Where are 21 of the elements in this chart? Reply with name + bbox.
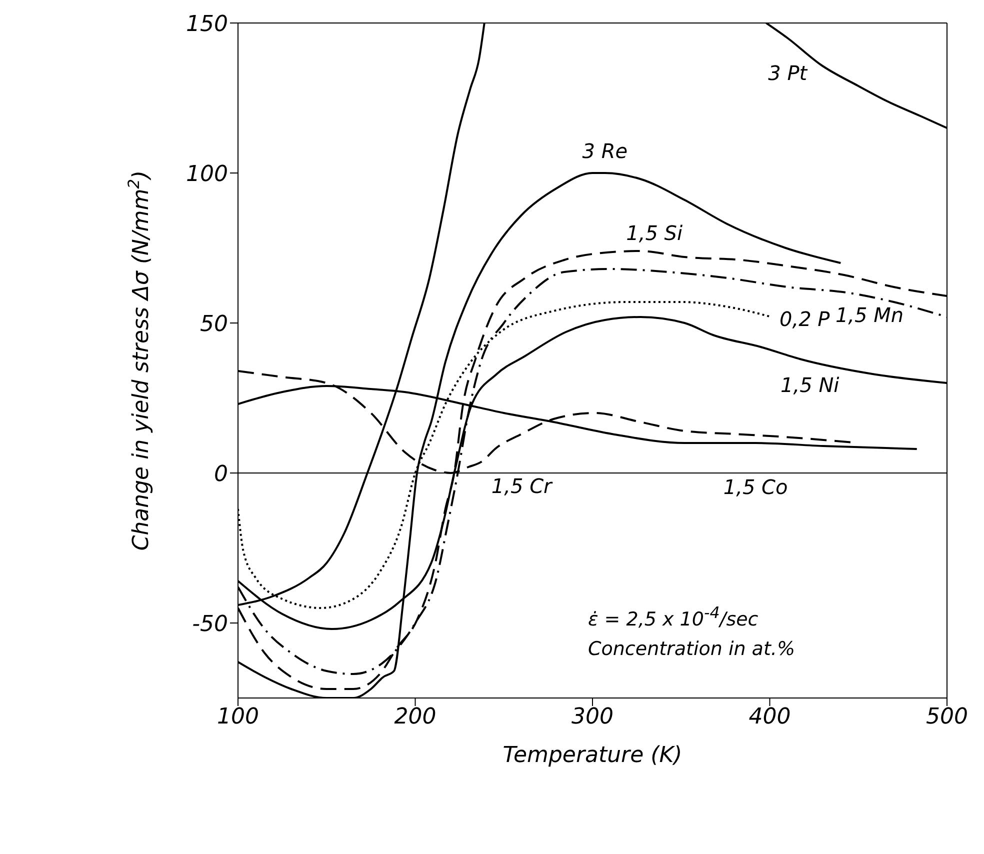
y-tick-label: 50 (200, 312, 228, 337)
series-label: 1,5 Ni (780, 373, 840, 397)
y-tick-label: 150 (186, 12, 228, 37)
series-label: 0,2 P (780, 307, 831, 331)
x-tick-label: 400 (748, 704, 791, 730)
x-tick-label: 100 (217, 704, 259, 730)
series-label: 3 Pt (768, 61, 808, 85)
series-label: 1,5 Mn (835, 303, 904, 327)
series-label: 3 Re (582, 139, 628, 163)
x-tick-label: 300 (572, 704, 614, 730)
x-tick-label: 200 (394, 704, 436, 730)
x-tick-label: 500 (926, 704, 968, 730)
series-label: 1,5 Si (626, 221, 684, 245)
y-tick-label: -50 (192, 612, 228, 637)
series-label: 1,5 Cr (491, 474, 554, 498)
annotation: Concentration in at.% (588, 637, 795, 662)
y-tick-label: 100 (186, 162, 228, 187)
x-axis-title: Temperature (K) (502, 743, 682, 768)
y-tick-label: 0 (214, 462, 228, 487)
series-label: 1,5 Co (723, 475, 788, 499)
annotation: ε̇ = 2,5 x 10$^{-4}$/sec (588, 602, 760, 632)
